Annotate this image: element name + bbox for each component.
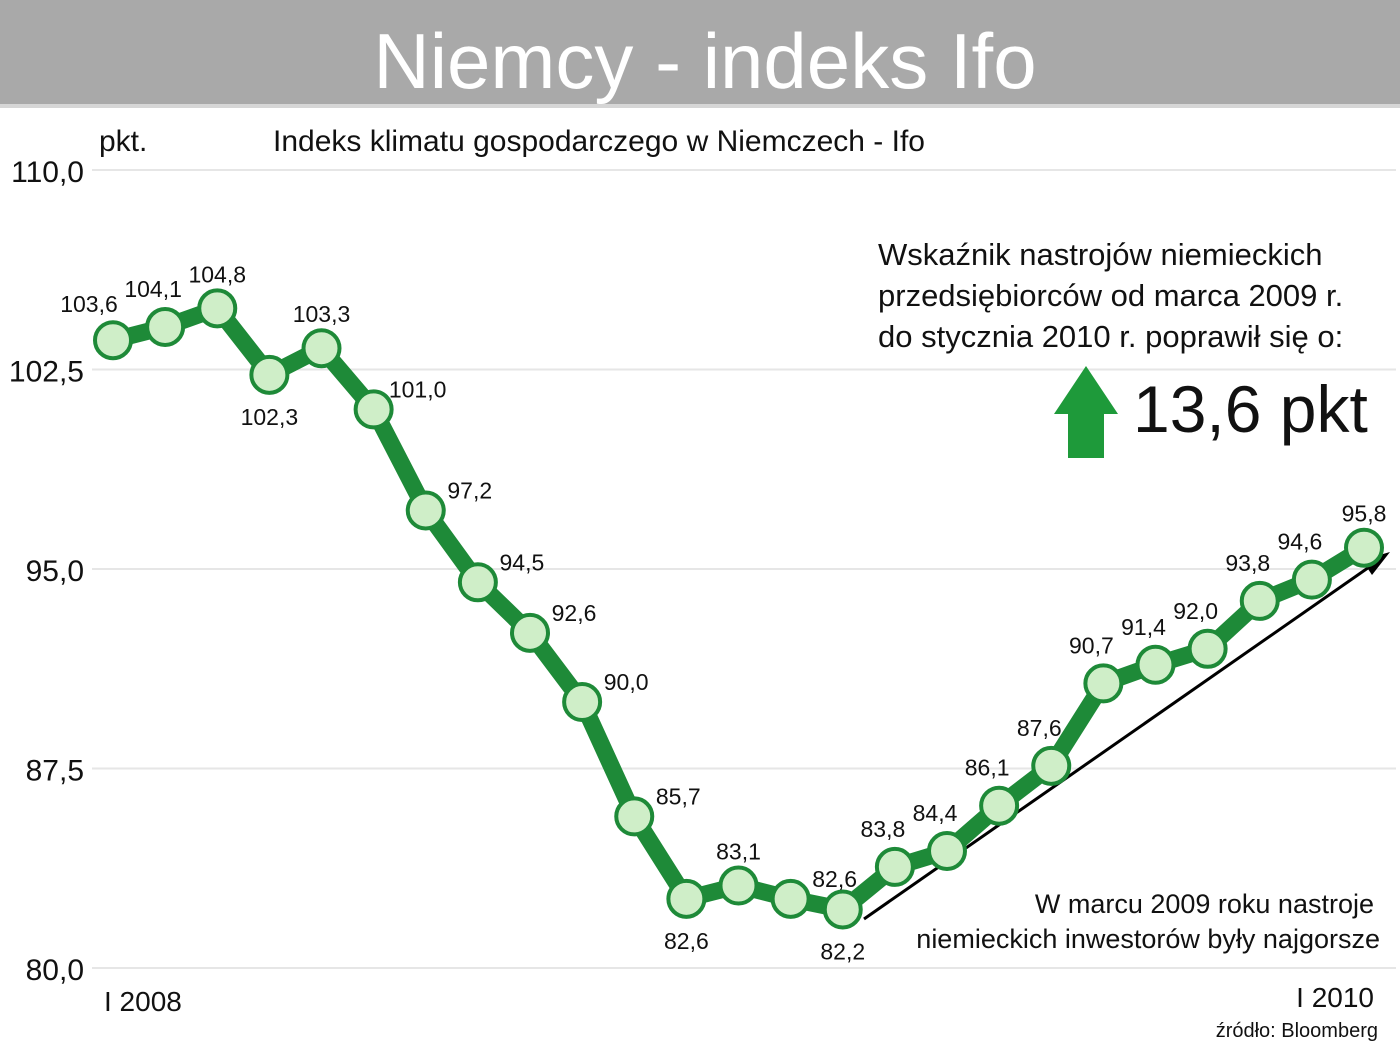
data-point [562,682,603,722]
data-label: 85,7 [656,783,701,809]
y-tick-label: 80,0 [26,954,84,987]
improvement-text-line-2: przedsiębiorców od marca 2009 r. [878,278,1343,313]
data-point [1239,580,1280,621]
data-point [457,562,498,603]
data-point [353,389,394,430]
y-tick-label: 95,0 [26,555,84,588]
data-point [718,865,759,906]
data-label: 92,6 [552,600,597,626]
header-divider [0,104,1400,108]
data-label: 95,8 [1342,501,1387,527]
data-label: 103,6 [60,291,118,317]
y-tick-label: 102,5 [9,356,84,389]
data-point [822,889,863,930]
data-point [1083,663,1124,704]
data-label: 82,6 [812,866,857,892]
data-label: 90,7 [1069,632,1114,658]
x-end-label: I 2010 [1296,982,1374,1013]
data-point [770,878,811,919]
data-point [1187,628,1228,669]
up-arrow-icon [1054,366,1118,458]
data-label: 104,1 [124,276,182,302]
data-point [197,288,238,329]
data-point [1344,527,1384,568]
source-note: źródło: Bloomberg [1216,1020,1378,1042]
y-tick-label: 87,5 [26,755,84,788]
data-label: 90,0 [604,669,649,695]
data-label: 104,8 [188,261,246,287]
data-label: 83,1 [716,839,761,865]
data-label: 91,4 [1121,614,1166,640]
data-label: 83,8 [860,816,905,842]
data-label: 102,3 [241,404,299,430]
page-title: Niemcy - indeks Ifo [373,17,1036,105]
data-label: 103,3 [293,301,351,327]
data-point [93,320,133,361]
improvement-text-line-3: do stycznia 2010 r. poprawił się o: [878,319,1343,354]
data-label: 82,6 [664,928,709,954]
data-point [666,878,707,919]
data-point [1135,644,1176,685]
data-point [405,490,446,531]
data-label: 94,5 [499,549,544,575]
data-label: 86,1 [965,755,1010,781]
data-point [927,830,967,871]
data-point [301,328,342,369]
data-label: 87,6 [1017,715,1062,741]
improvement-value: 13,6 pkt [1133,372,1368,446]
chart-title: Indeks klimatu gospodarczego w Niemczech… [273,125,925,158]
data-point [145,306,186,347]
data-point [510,612,550,653]
data-label: 93,8 [1225,550,1270,576]
low-text-line-1: W marcu 2009 roku nastroje [1035,889,1374,919]
data-point [1291,559,1332,600]
data-label: 92,0 [1173,598,1218,624]
low-text-line-2: niemieckich inwestorów były najgorsze [916,924,1380,954]
y-axis-unit: pkt. [99,125,147,158]
header-bar [0,0,1400,108]
data-point [874,846,915,887]
data-label: 94,6 [1277,529,1322,555]
data-point [249,354,290,395]
data-label: 84,4 [913,800,958,826]
y-tick-label: 110,0 [11,156,84,189]
data-label: 97,2 [447,477,492,503]
gridlines [92,169,1396,969]
data-point [979,785,1020,826]
y-tick-labels: 80,0 87,5 95,0 102,5 110,0 [9,156,84,987]
data-label: 82,2 [820,938,865,964]
data-point [1031,745,1072,786]
data-point [614,796,655,837]
x-start-label: I 2008 [104,986,182,1017]
data-label: 101,0 [389,376,447,402]
improvement-text-line-1: Wskaźnik nastrojów niemieckich [878,237,1322,272]
data-point-markers [93,288,1384,930]
